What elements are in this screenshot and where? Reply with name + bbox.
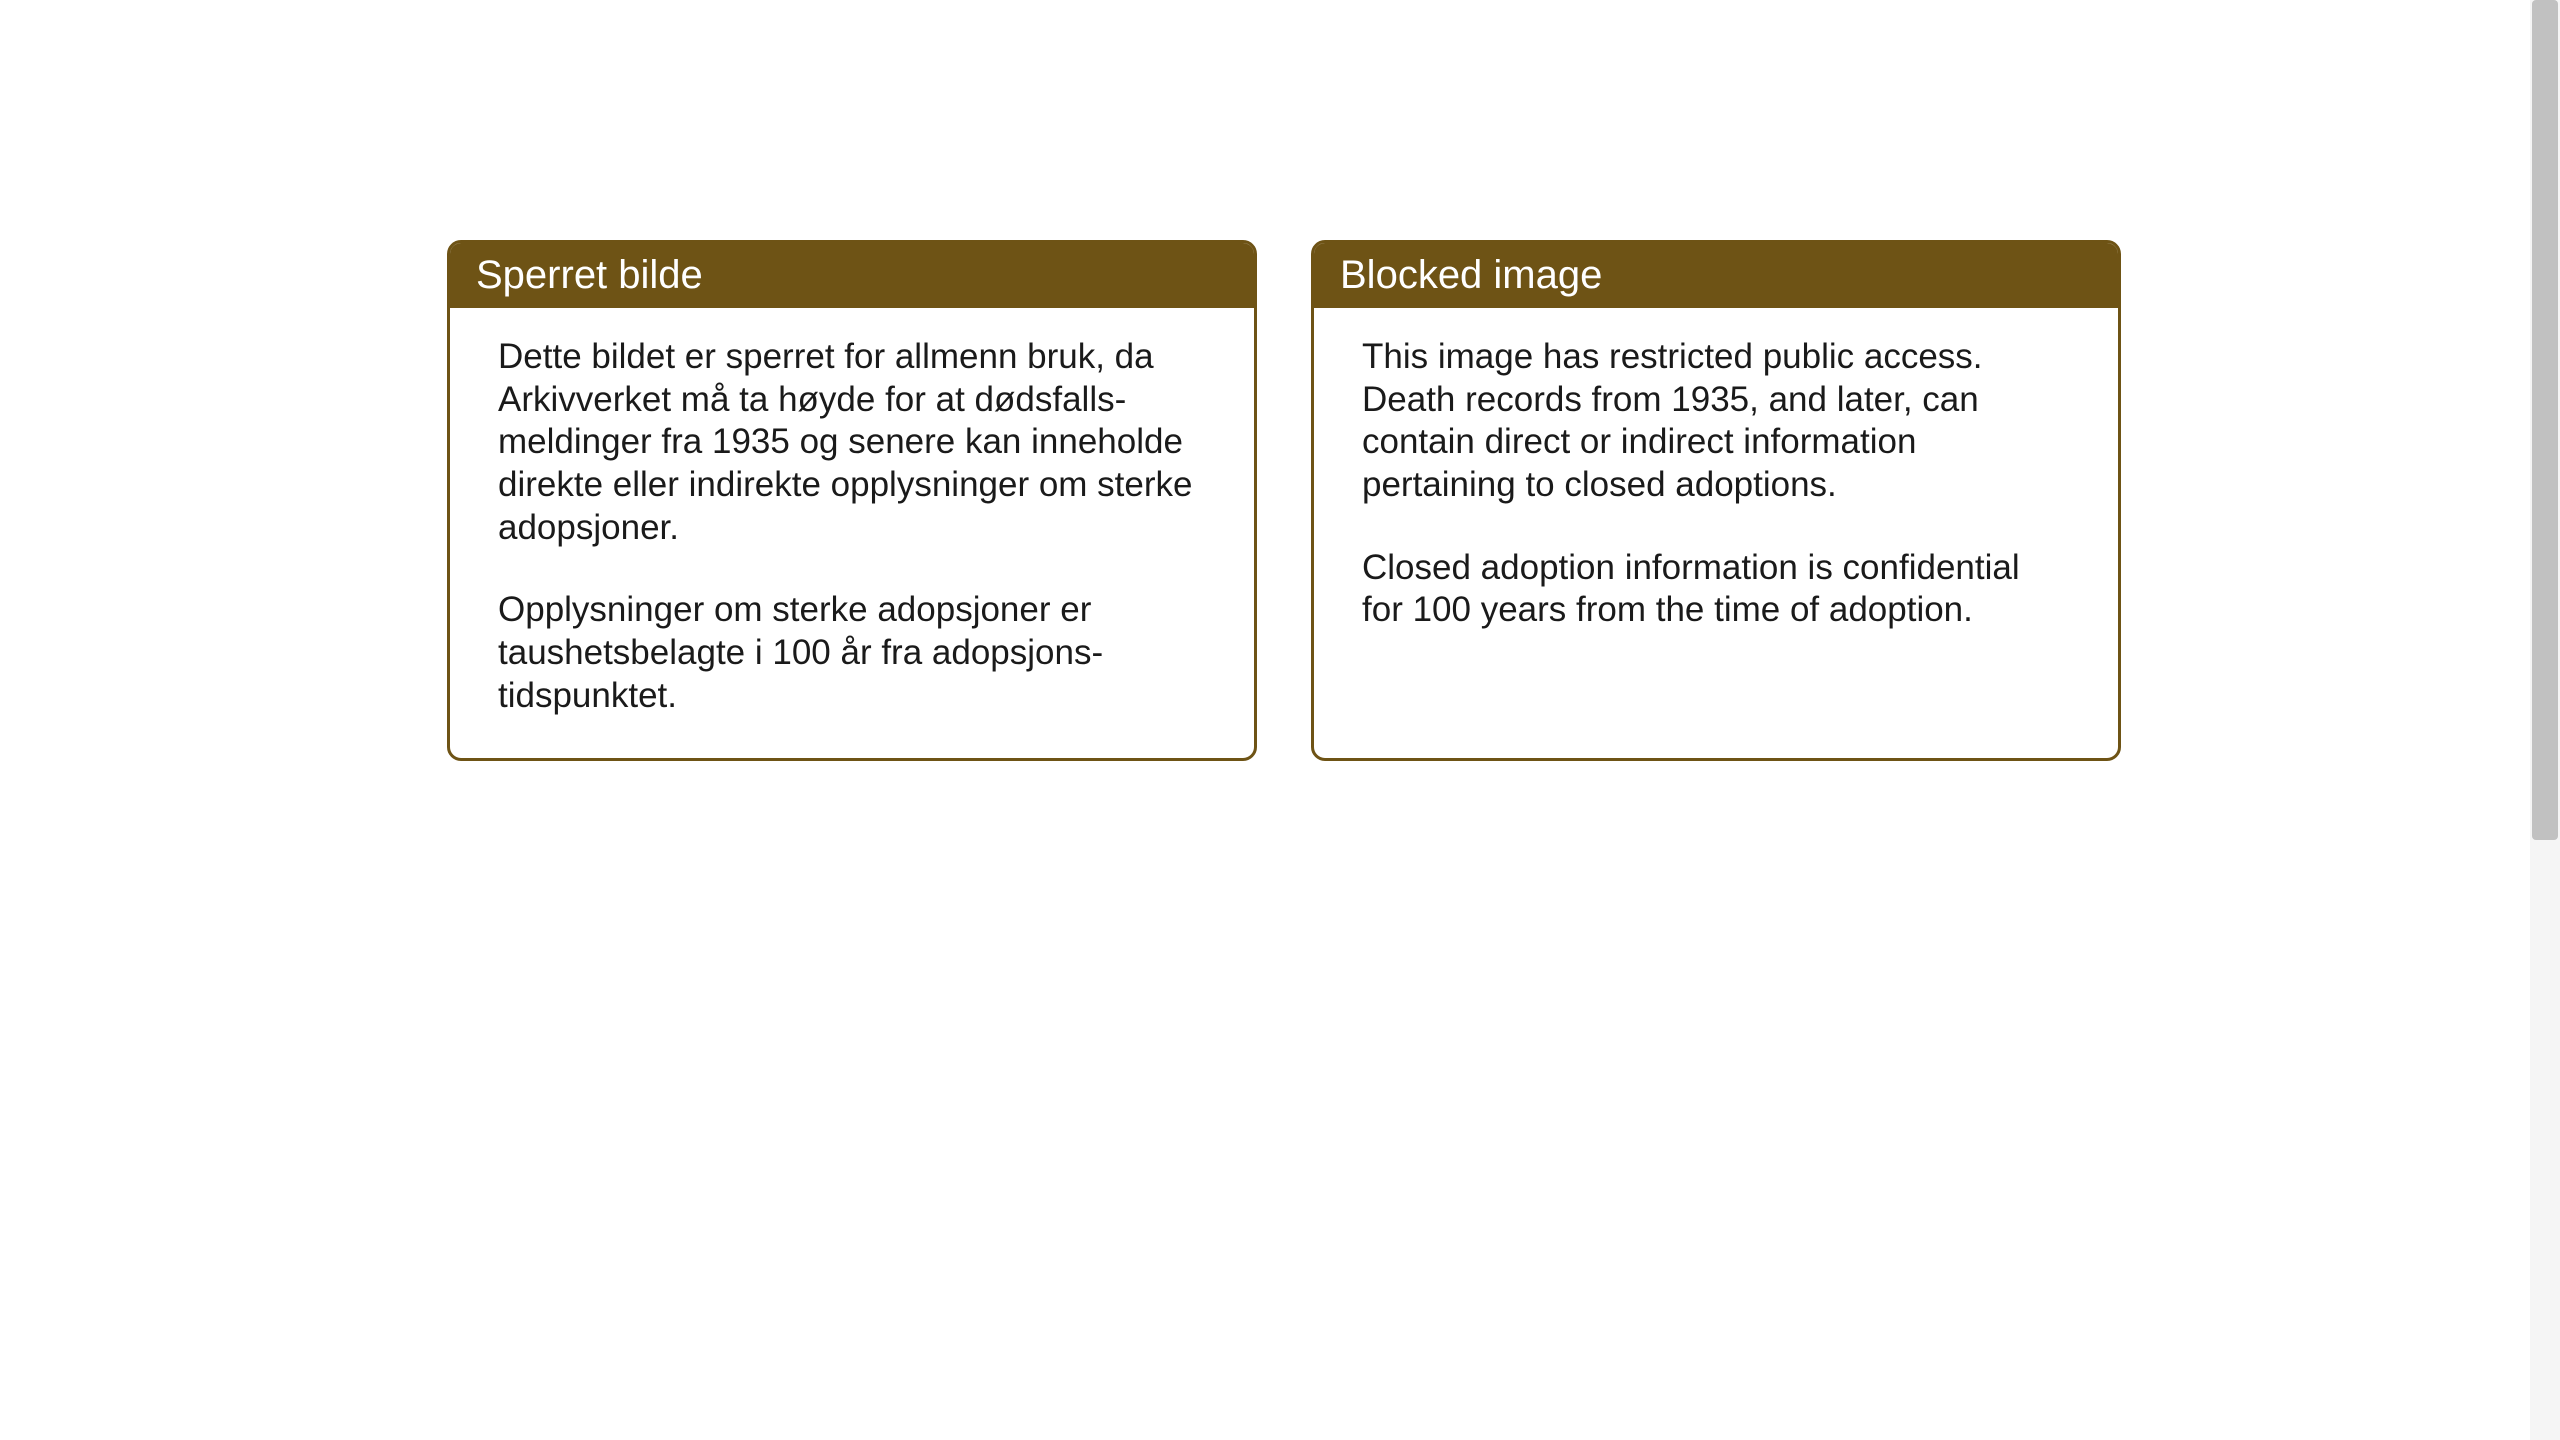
notice-header-english: Blocked image (1314, 243, 2118, 308)
notice-box-english: Blocked image This image has restricted … (1311, 240, 2121, 761)
scrollbar-track[interactable] (2530, 0, 2560, 1440)
notice-body-norwegian: Dette bildet er sperret for allmenn bruk… (450, 308, 1254, 758)
notice-body-english: This image has restricted public access.… (1314, 308, 2118, 672)
notice-paragraph-2-norwegian: Opplysninger om sterke adopsjoner er tau… (498, 589, 1206, 717)
notice-title-norwegian: Sperret bilde (476, 253, 703, 297)
notice-container: Sperret bilde Dette bildet er sperret fo… (447, 240, 2121, 761)
notice-paragraph-2-english: Closed adoption information is confident… (1362, 547, 2070, 632)
notice-header-norwegian: Sperret bilde (450, 243, 1254, 308)
scrollbar-thumb[interactable] (2532, 0, 2558, 840)
notice-box-norwegian: Sperret bilde Dette bildet er sperret fo… (447, 240, 1257, 761)
notice-paragraph-1-norwegian: Dette bildet er sperret for allmenn bruk… (498, 336, 1206, 549)
notice-paragraph-1-english: This image has restricted public access.… (1362, 336, 2070, 507)
notice-title-english: Blocked image (1340, 253, 1602, 297)
